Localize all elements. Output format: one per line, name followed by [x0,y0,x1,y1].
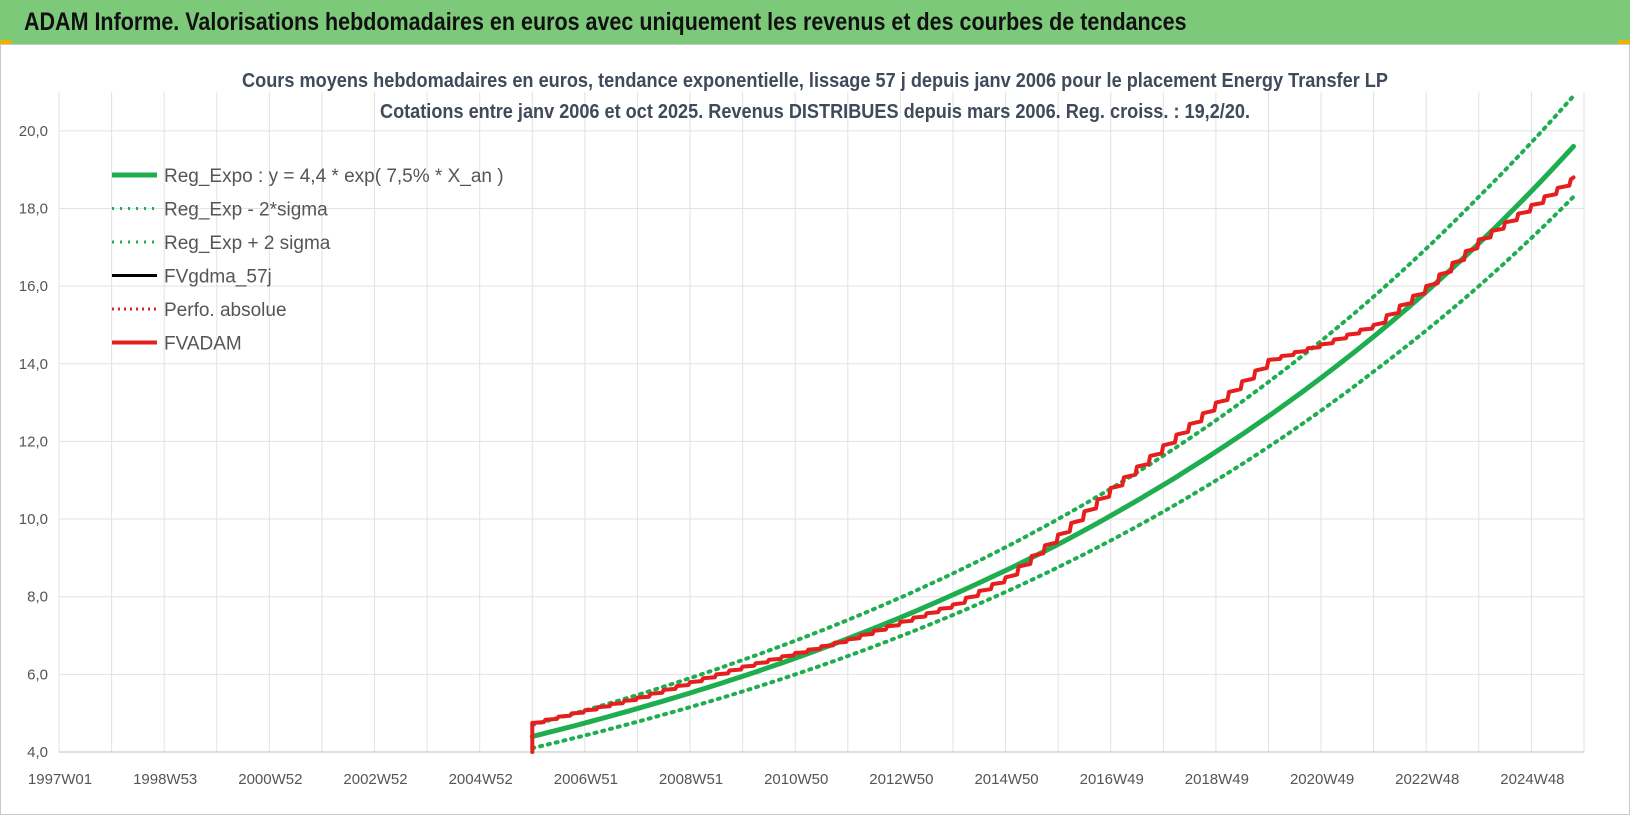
y-tick-label: 8,0 [27,589,48,606]
series-line-1 [529,143,1576,739]
y-tick-label: 16,0 [19,278,48,295]
report-banner: ADAM Informe. Valorisations hebdomadaire… [0,0,1630,45]
legend-label: Perfo. absolue [164,300,287,321]
x-tick-label: 1997W01 [28,771,92,788]
chart-title-line2: Cotations entre janv 2006 et oct 2025. R… [380,101,1250,123]
y-tick-label: 10,0 [19,511,48,528]
legend: Reg_Expo : y = 4,4 * exp( 7,5% * X_an ) R… [112,166,504,355]
x-tick-label: 1998W53 [133,771,197,788]
axes: 4,0 6,0 8,0 10,0 12,0 14,0 16,0 18,0 20,0 1997W01… [19,123,1584,788]
grid-lines [58,92,1585,753]
chart-title-line1: Cours moyens hebdomadaires en euros, ten… [242,70,1388,92]
x-tick-label: 2016W49 [1080,771,1144,788]
corner-mark-right [1618,40,1630,45]
x-tick-label: 2008W51 [659,771,723,788]
y-tick-label: 6,0 [27,666,48,683]
x-tick-label: 2014W50 [974,771,1038,788]
report-title: ADAM Informe. Valorisations hebdomadaire… [24,8,1187,36]
x-tick-label: 2024W48 [1500,771,1564,788]
y-tick-label: 12,0 [19,433,48,450]
x-tick-label: 2010W50 [764,771,828,788]
series-layer [529,93,1576,754]
legend-label: Reg_Exp - 2*sigma [164,200,328,221]
series-line-2 [530,194,1576,751]
x-tick-label: 2012W50 [869,771,933,788]
x-tick-label: 2002W52 [343,771,407,788]
corner-mark-left [0,40,12,45]
series-line-6 [530,175,1576,754]
legend-label: Reg_Exp + 2 sigma [164,233,331,254]
x-tick-label: 2000W52 [238,771,302,788]
x-tick-label: 2020W49 [1290,771,1354,788]
x-tick-label: 2006W51 [554,771,618,788]
x-tick-label: 2004W52 [449,771,513,788]
x-tick-label: 2018W49 [1185,771,1249,788]
x-tick-label: 2022W48 [1395,771,1459,788]
y-tick-label: 14,0 [19,356,48,373]
legend-label: Reg_Expo : y = 4,4 * exp( 7,5% * X_an ) [164,166,504,187]
y-tick-label: 4,0 [27,744,48,761]
y-tick-label: 20,0 [19,123,48,140]
legend-label: FVADAM [164,334,242,355]
legend-label: FVgdma_57j [164,267,272,288]
y-tick-label: 18,0 [19,200,48,217]
series-line-3 [530,93,1576,727]
